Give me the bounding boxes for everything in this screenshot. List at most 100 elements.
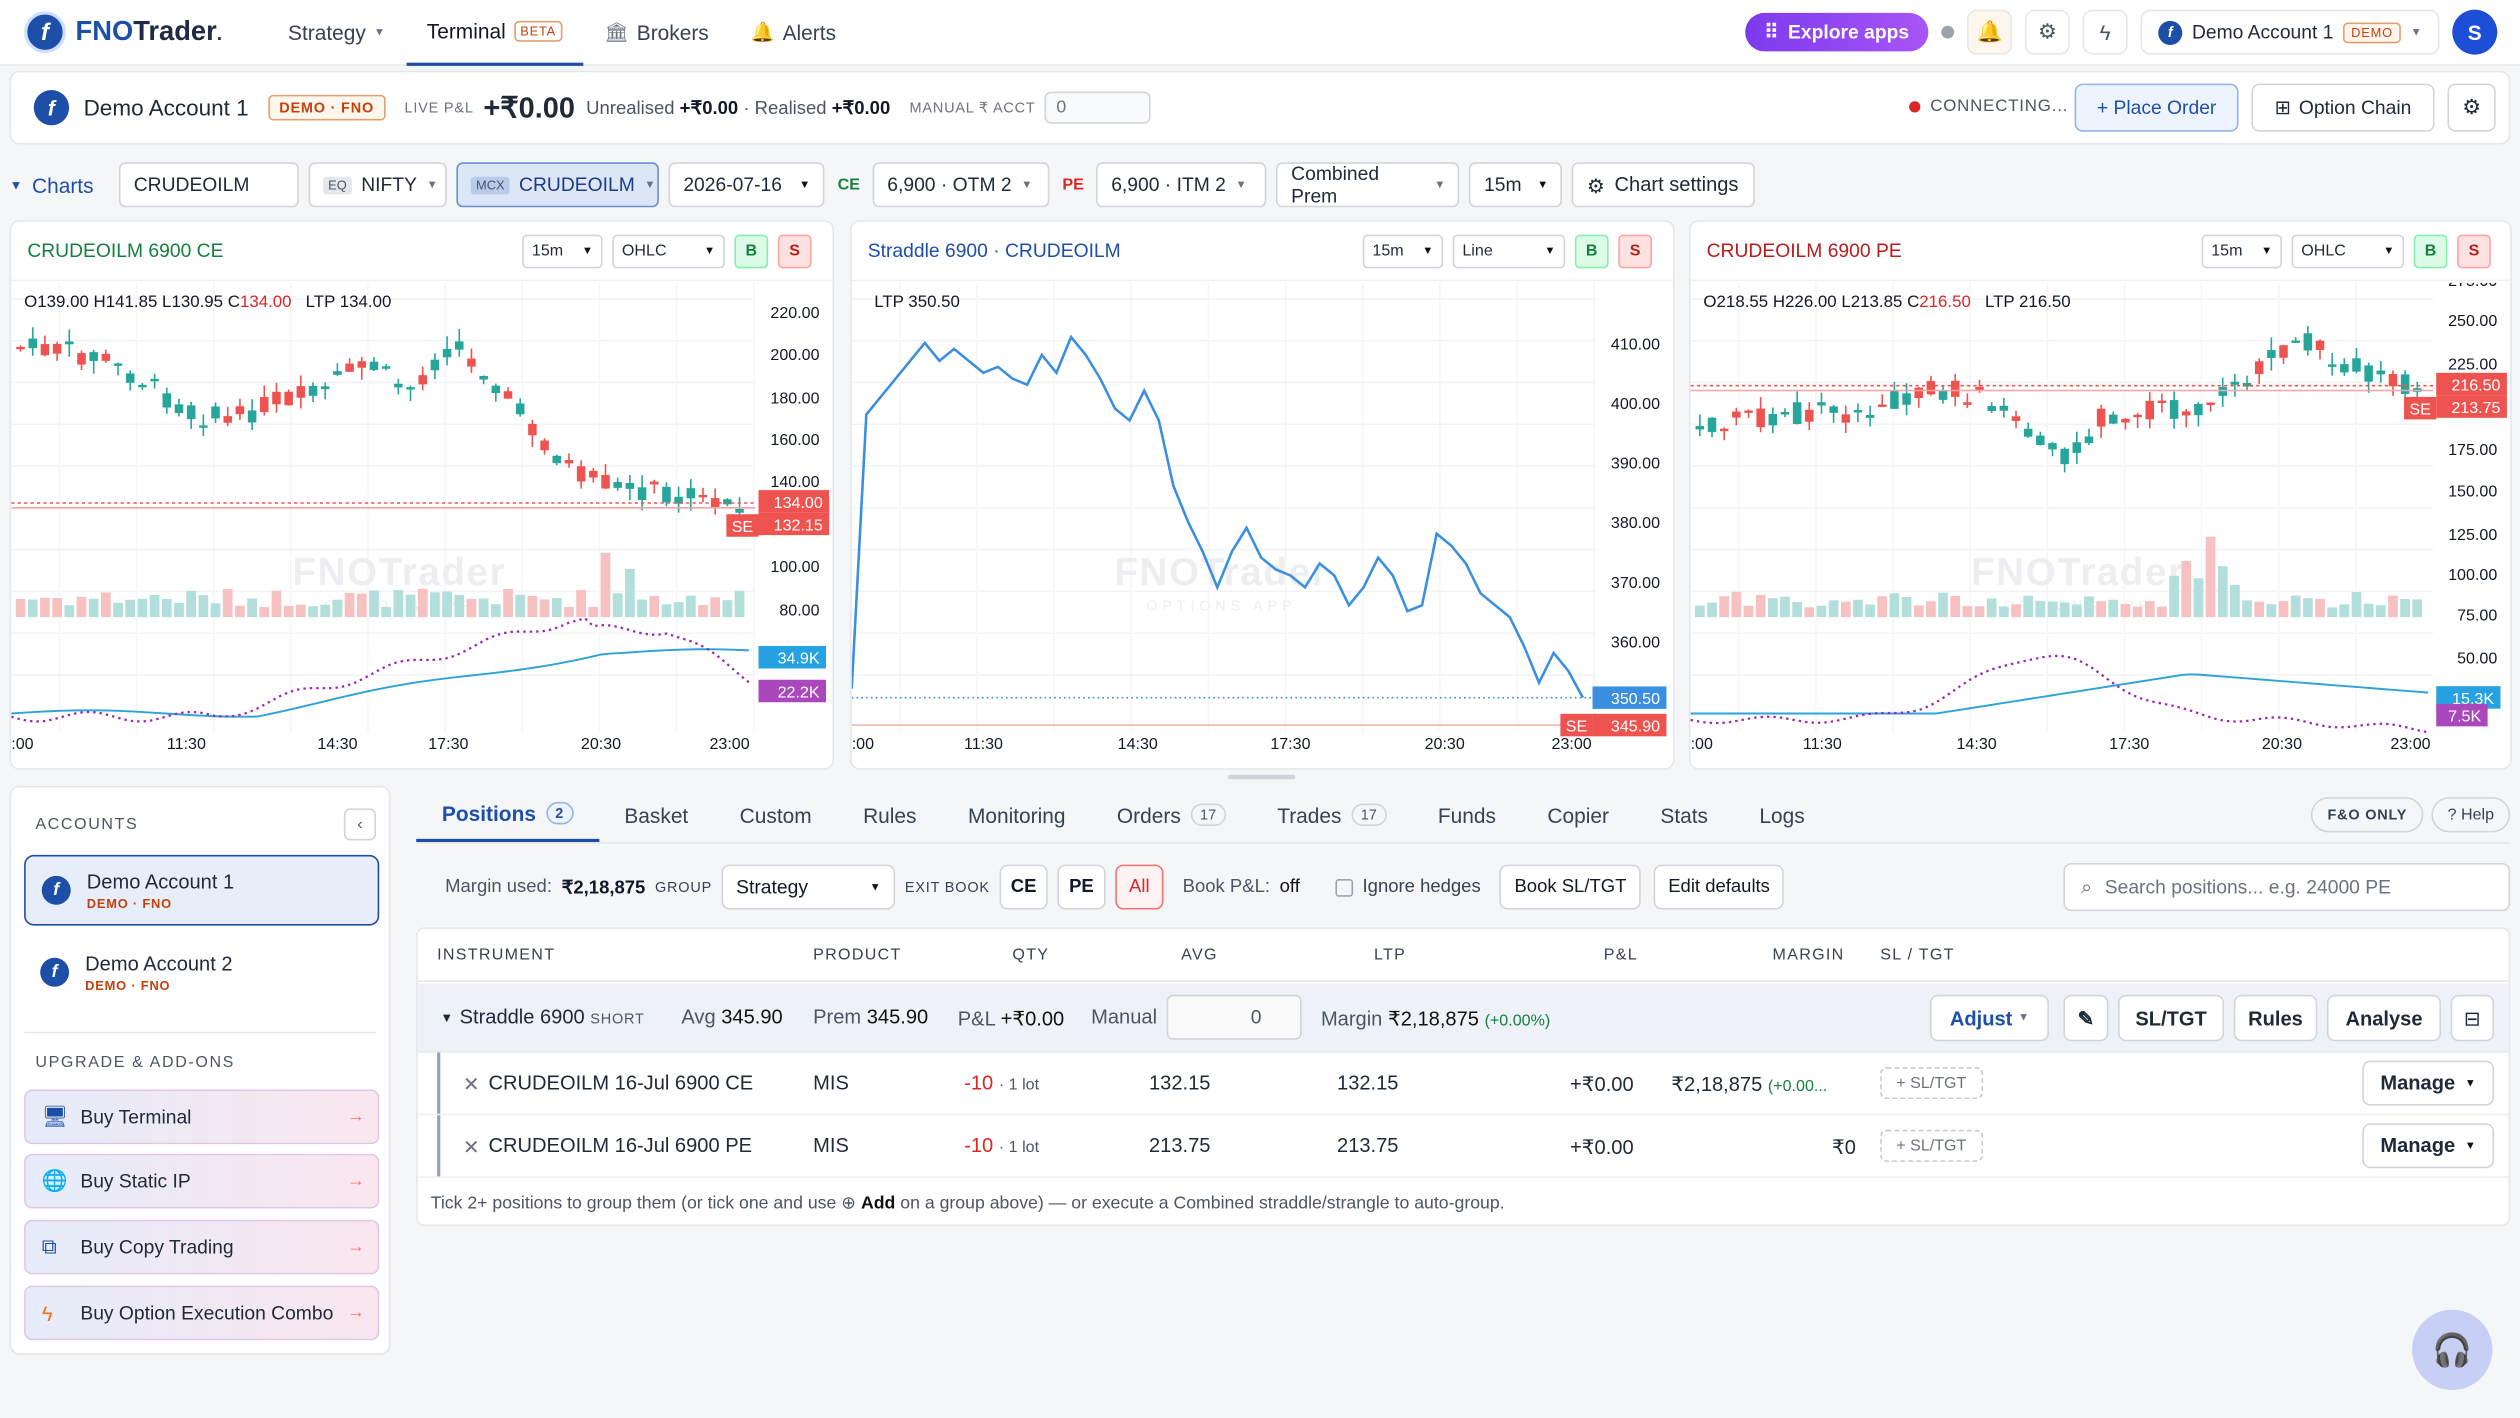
buy-button[interactable]: B — [1574, 234, 1609, 269]
tab-orders[interactable]: Orders 17 — [1091, 787, 1251, 842]
add-sltgt-button[interactable]: + SL/TGT — [1880, 1129, 1983, 1162]
layout-icon[interactable]: ⊟ — [2450, 994, 2495, 1042]
rules-button[interactable]: Rules — [2233, 994, 2318, 1042]
adjust-button[interactable]: Adjust ▼ — [1930, 994, 2049, 1042]
help-button[interactable]: ? Help — [2431, 797, 2511, 833]
group-row[interactable]: ▼ Straddle 6900 SHORT Avg 345.90 Prem 34… — [417, 983, 2509, 1053]
interval-select[interactable]: 15m ▼ — [2201, 234, 2282, 269]
manage-button[interactable]: Manage ▼ — [2362, 1123, 2495, 1169]
nav-terminal[interactable]: Terminal BETA — [405, 0, 584, 66]
tab-copier[interactable]: Copier — [1547, 802, 1609, 827]
tab-custom[interactable]: Custom — [739, 802, 812, 827]
combined-prem-select[interactable]: Combined Prem ▼ — [1276, 162, 1460, 208]
table-header: INSTRUMENT PRODUCT QTY AVG LTP P&L MARGI… — [417, 929, 2509, 982]
account-item[interactable]: f Demo Account 2 DEMO · FNO — [24, 937, 379, 1008]
candle — [1732, 411, 1741, 418]
chart-ce: CRUDEOILM 6900 CE 15m ▼ OHLC ▼ B S FNOTrad… — [9, 220, 835, 770]
line-chart[interactable]: FNOTrader OPTIONS APP 410.00 400.00 390.00 38… — [851, 282, 1675, 770]
sell-button[interactable]: S — [1618, 234, 1652, 269]
exit-all-button[interactable]: All — [1115, 864, 1164, 910]
tab-rules[interactable]: Rules — [863, 802, 917, 827]
chart-type-select[interactable]: OHLC ▼ — [2291, 234, 2405, 269]
fo-only-toggle[interactable]: F&O ONLY — [2311, 797, 2424, 833]
analyse-button[interactable]: Analyse — [2326, 994, 2442, 1042]
quick-actions-button[interactable]: ϟ — [2082, 9, 2128, 55]
close-icon[interactable]: ✕ — [462, 1073, 480, 1096]
table-row[interactable]: ✕ CRUDEOILM 16-Jul 6900 PE MIS -10 · 1 l… — [417, 1115, 2509, 1178]
nav-strategy[interactable]: Strategy ▼ — [288, 20, 386, 45]
expiry-select[interactable]: 2026-07-16 ▼ — [668, 162, 825, 208]
place-order-button[interactable]: + Place Order — [2074, 83, 2239, 132]
tab-trades[interactable]: Trades 17 — [1252, 787, 1413, 842]
candle — [1817, 402, 1826, 406]
search-input[interactable]: ⌕ Search positions... e.g. 24000 PE — [2063, 862, 2511, 912]
chart-settings-button[interactable]: ⚙ Chart settings — [1572, 162, 1756, 208]
settings-button[interactable]: ⚙ — [2024, 9, 2070, 55]
exit-ce-button[interactable]: CE — [999, 864, 1048, 910]
interval-select[interactable]: 15m ▼ — [522, 234, 603, 269]
tab-funds[interactable]: Funds — [1437, 802, 1496, 827]
add-sltgt-button[interactable]: + SL/TGT — [1880, 1067, 1983, 1100]
tab-monitoring[interactable]: Monitoring — [967, 802, 1066, 827]
candle — [235, 406, 245, 415]
buy-copy-trading-button[interactable]: ⧉ Buy Copy Trading → — [24, 1219, 380, 1275]
interval-select[interactable]: 15m ▼ — [1469, 162, 1563, 208]
chevron-down-icon: ▼ — [2261, 245, 2273, 258]
manual-acct-input[interactable]: 0 — [1045, 91, 1152, 124]
table-row[interactable]: ✕ CRUDEOILM 16-Jul 6900 CE MIS -10 · 1 l… — [417, 1052, 2509, 1116]
chart-type-select[interactable]: Line ▼ — [1452, 234, 1566, 269]
support-chat-button[interactable]: 🎧 — [2412, 1309, 2493, 1391]
sell-button[interactable]: S — [2457, 234, 2491, 269]
volume-bar — [1974, 606, 1985, 618]
buy-terminal-button[interactable]: 🖥 Buy Terminal → — [24, 1089, 380, 1145]
volume-bar — [137, 598, 148, 618]
chevron-down-icon[interactable]: ▼ — [440, 1010, 454, 1026]
edit-defaults-button[interactable]: Edit defaults — [1653, 864, 1785, 910]
edit-icon[interactable]: ✎ — [2063, 994, 2109, 1042]
option-chain-button[interactable]: ⊞ Option Chain — [2251, 83, 2435, 132]
volume-bar — [15, 598, 26, 618]
book-sltgt-button[interactable]: Book SL/TGT — [1500, 864, 1641, 910]
app-logo[interactable]: f FNOTrader. — [24, 11, 222, 54]
tab-positions[interactable]: Positions 2 — [416, 787, 599, 843]
sell-button[interactable]: S — [777, 234, 812, 269]
buy-button[interactable]: B — [734, 234, 769, 269]
symbol-input[interactable]: CRUDEOILM — [119, 162, 300, 208]
buy-button[interactable]: B — [2413, 234, 2448, 269]
ce-strike-select[interactable]: 6,900 · OTM 2 ▼ — [872, 162, 1050, 208]
group-sltgt-button[interactable]: SL/TGT — [2118, 994, 2225, 1042]
charts-toggle[interactable]: ▼ Charts — [9, 172, 94, 197]
nav-alerts[interactable]: 🔔 Alerts — [750, 20, 837, 45]
eq-symbol-select[interactable]: EQ NIFTY ▼ — [308, 162, 448, 208]
candle — [1695, 425, 1705, 430]
account-item[interactable]: f Demo Account 1 DEMO · FNO — [24, 854, 380, 926]
exit-pe-button[interactable]: PE — [1057, 864, 1106, 910]
mcx-symbol-select[interactable]: MCX CRUDEOILM ▼ — [456, 162, 660, 208]
candle — [2218, 387, 2227, 396]
tab-logs[interactable]: Logs — [1759, 802, 1805, 827]
tab-basket[interactable]: Basket — [624, 802, 689, 827]
interval-select[interactable]: 15m ▼ — [1362, 234, 1444, 269]
account-selector[interactable]: f Demo Account 1 DEMO ▼ — [2140, 9, 2440, 55]
pe-strike-select[interactable]: 6,900 · ITM 2 ▼ — [1096, 162, 1268, 208]
account-settings-button[interactable]: ⚙ — [2447, 83, 2496, 132]
chart-type-select[interactable]: OHLC ▼ — [612, 234, 725, 269]
manual-input[interactable]: 0 — [1166, 994, 1302, 1040]
tab-stats[interactable]: Stats — [1660, 802, 1708, 827]
nav-brokers[interactable]: 🏛 Brokers — [604, 20, 709, 45]
avatar[interactable]: S — [2452, 9, 2498, 55]
buy-option-execution-combo-button[interactable]: ϟ Buy Option Execution Combo → — [24, 1285, 380, 1341]
book-pnl-toggle[interactable]: off — [1279, 877, 1300, 897]
collapse-button[interactable]: ‹ — [343, 808, 377, 841]
manage-button[interactable]: Manage ▼ — [2362, 1060, 2495, 1106]
notifications-button[interactable]: 🔔 — [1966, 9, 2012, 55]
ignore-hedges-checkbox[interactable] — [1335, 878, 1353, 896]
explore-apps-button[interactable]: ⠿ Explore apps — [1744, 12, 1929, 52]
close-icon[interactable]: ✕ — [462, 1136, 480, 1159]
group-select[interactable]: Strategy ▼ — [721, 864, 896, 910]
candle — [125, 373, 135, 383]
buy-static-ip-button[interactable]: 🌐 Buy Static IP → — [24, 1153, 380, 1209]
resize-handle[interactable] — [1227, 774, 1296, 780]
